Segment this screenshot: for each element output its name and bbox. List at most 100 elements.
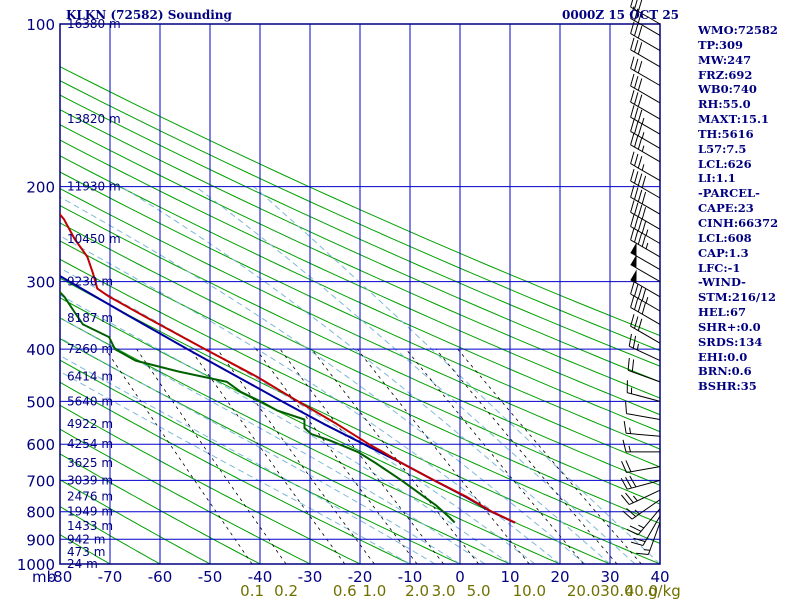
wind-barb-flag (634, 0, 638, 10)
wind-barb-staff (637, 508, 661, 536)
wind-barb-half-flag (638, 524, 645, 529)
mixing-ratio-label: 3.0 (432, 582, 456, 600)
mixing-ratio-label: 2.0 (405, 582, 429, 600)
mixing-ratio-label: 30.0 (600, 582, 633, 600)
pressure-label: 300 (26, 274, 55, 292)
wind-barb-flag (637, 109, 643, 122)
sounding-index: TH:5616 (698, 126, 754, 141)
wind-barb-flag (637, 137, 643, 150)
station-title: KLKN (72582) Sounding (66, 8, 232, 22)
wind-barb-staff (630, 163, 661, 182)
moist-adiabat-line (195, 186, 636, 564)
temperature-trace (60, 212, 516, 524)
sounding-index: LFC:-1 (698, 260, 741, 275)
wind-barb-flag (625, 476, 632, 489)
temperature-tick-label: -50 (198, 568, 223, 586)
pressure-label: 200 (26, 179, 55, 197)
sounding-index: BRN:0.6 (698, 364, 752, 379)
wind-barb-flag (637, 26, 643, 39)
wind-barb-flag (641, 221, 647, 234)
pressure-label: 1000 (17, 556, 55, 574)
sounding-index: STM:216/12 (698, 290, 777, 305)
wind-barb-staff (630, 130, 661, 149)
dry-adiabat-line (60, 139, 660, 416)
wind-barbs (620, 0, 661, 555)
wind-barb (625, 401, 661, 420)
wind-barb-flag (630, 314, 635, 327)
wind-barb-flag (641, 234, 647, 247)
wind-barb-half-flag (633, 495, 638, 502)
dry-adiabat-line (60, 240, 660, 525)
moist-adiabat-line (60, 337, 461, 564)
wind-barb-staff (647, 522, 661, 555)
wind-barb-staff (630, 180, 661, 199)
wind-barb (626, 380, 661, 402)
sounding-index: SHR+:0.0 (698, 319, 761, 334)
wind-barb-staff (627, 392, 661, 402)
dry-adiabat-line (60, 534, 112, 564)
wind-barb (630, 105, 661, 135)
height-label: 2476 m (67, 490, 113, 504)
wind-barb-staff (630, 293, 661, 312)
wind-barb-flag (637, 286, 643, 299)
wind-barb-flag (622, 510, 633, 520)
sounding-index: RH:55.0 (698, 97, 751, 112)
wind-barb-half-flag (634, 509, 640, 515)
dry-adiabat-line (60, 428, 312, 564)
wind-barb-flag (634, 23, 639, 36)
pressure-label: 400 (26, 341, 55, 359)
wind-barb-staff (630, 85, 661, 104)
wind-barb (630, 269, 661, 298)
temperature-tick-label: 0 (455, 568, 465, 586)
sounding-traces (60, 212, 516, 524)
wind-barb (620, 475, 661, 490)
dry-adiabat-line (60, 66, 660, 337)
plot-frame (59, 23, 661, 565)
wind-barb (630, 119, 661, 149)
wind-barb (626, 508, 661, 536)
wind-barb-flag (634, 58, 639, 71)
wind-barb-flag (623, 421, 627, 434)
wind-barb (630, 295, 661, 325)
wind-barb-staff (626, 432, 661, 437)
wind-barb-flag (630, 73, 635, 87)
wind-barb-staff (628, 345, 661, 362)
wind-barb-staff (630, 144, 661, 163)
wind-barb-flag (641, 175, 647, 188)
wind-barb (630, 281, 661, 312)
sounding-index: LCL:626 (698, 156, 752, 171)
wind-barb-flag (634, 202, 639, 215)
height-label: 13820 m (67, 112, 121, 126)
dry-adiabat-line (60, 359, 462, 564)
pressure-label: 900 (26, 531, 55, 549)
wind-barb-half-flag (645, 296, 649, 304)
sounding-index: -WIND- (698, 275, 746, 290)
wind-barb (621, 489, 661, 506)
sounding-indices-panel: WMO:72582 TP:309 MW:247 FRZ:692 WB0:740 RH:55… (698, 23, 778, 394)
wind-barb-flag (641, 207, 647, 220)
wind-barb-staff (631, 499, 661, 520)
wind-barb-flag (630, 541, 644, 546)
wind-barb-flag (641, 302, 647, 315)
wind-barb-flag (622, 439, 627, 453)
wind-barb-flag (630, 151, 635, 164)
sounding-index: SRDS:134 (698, 334, 763, 349)
wind-barb-flag (620, 478, 628, 490)
wind-barb (622, 499, 661, 520)
height-label: 9230 m (67, 275, 113, 289)
wind-barb (630, 168, 661, 199)
wind-barb-flag (629, 475, 637, 488)
sounding-index: L57:7.5 (698, 141, 747, 156)
wind-barb-flag (626, 508, 637, 517)
dry-adiabat-line (60, 204, 660, 486)
wind-barb-flag (621, 494, 630, 505)
height-label: 1433 m (67, 519, 113, 533)
dry-adiabat-line (60, 155, 660, 433)
wind-barb-pennant (630, 242, 637, 256)
wind-barb-flag (637, 94, 643, 107)
pressure-label: 800 (26, 504, 55, 522)
wind-barb-flag (637, 123, 643, 137)
dry-adiabats (60, 66, 660, 564)
wind-barb-flag (629, 525, 642, 532)
wind-barb (630, 73, 661, 104)
